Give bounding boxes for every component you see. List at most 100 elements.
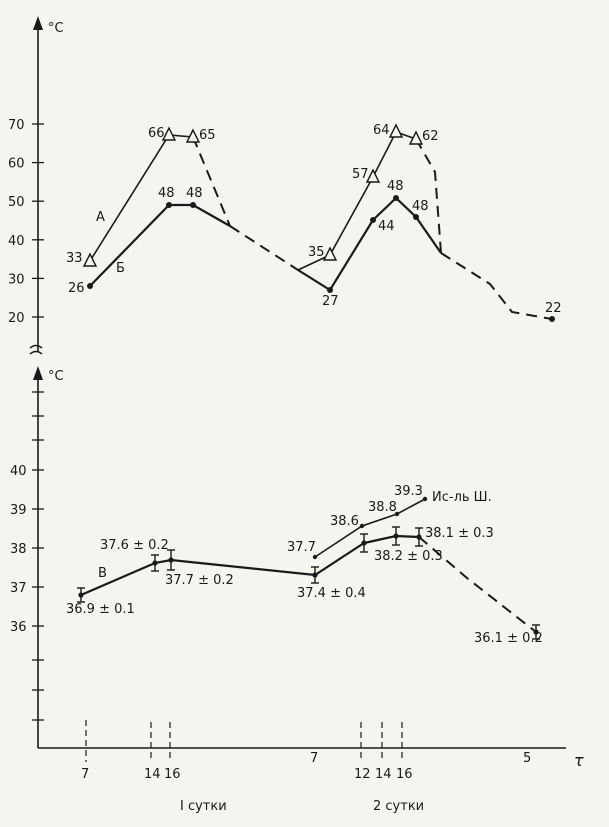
x-tick-label: 16 [396, 767, 413, 782]
series-b-marker [327, 287, 333, 293]
series-b-line-day1 [89, 203, 231, 287]
x-axis-label: τ [574, 751, 584, 770]
lower-y-tick-label: 36 [10, 620, 27, 635]
lower-y-tick-label: 39 [10, 503, 27, 518]
x-tick-label: 7 [310, 751, 318, 766]
day-label-1: I сутки [180, 799, 227, 814]
series-a-marker [388, 123, 404, 138]
label-a-6: 62 [422, 129, 439, 144]
label-v-2: 37.7 ± 0.2 [165, 573, 234, 588]
series-b-dashed-night2 [440, 252, 553, 320]
series-subject-marker [394, 511, 400, 517]
series-v-marker [168, 557, 174, 563]
label-s-2: 38.8 [368, 500, 397, 515]
label-a-5: 64 [373, 123, 390, 138]
series-a-line-day1 [89, 134, 194, 262]
series-b-marker [166, 202, 172, 208]
x-tick-label: 12 [354, 767, 371, 782]
series-subject-line [314, 498, 426, 558]
axis-break-mark [29, 344, 43, 355]
series-b-marker [190, 202, 196, 208]
series-v-marker [78, 592, 84, 598]
label-v-5: 38.1 ± 0.3 [425, 526, 494, 541]
label-a-2: 65 [199, 128, 216, 143]
series-subject-name: Ис-ль Ш. [432, 490, 492, 505]
series-a-marker [185, 128, 201, 143]
label-s-1: 38.6 [330, 514, 359, 529]
series-a-marker [322, 246, 338, 261]
label-b-2: 48 [186, 186, 203, 201]
upper-y-tick-label: 40 [8, 234, 25, 249]
label-a-1: 66 [148, 126, 165, 141]
label-v-4: 38.2 ± 0.3 [374, 549, 443, 564]
label-b-5: 48 [387, 179, 404, 194]
label-v-0: 36.9 ± 0.1 [66, 602, 135, 617]
lower-panel: °C 36 37 38 39 40 τ 7 14 16 7 12 14 16 5 I с… [10, 366, 584, 814]
series-b-marker [370, 217, 376, 223]
series-b-name: Б [116, 261, 125, 276]
series-v-error-bars [77, 526, 540, 640]
series-v-marker [416, 534, 422, 540]
label-s-3: 39.3 [394, 484, 423, 499]
lower-y-tick-label: 40 [10, 464, 27, 479]
label-v-3: 37.4 ± 0.4 [297, 586, 366, 601]
series-v-name: В [98, 566, 107, 581]
series-b-marker [549, 316, 555, 322]
upper-y-tick-label: 20 [8, 311, 25, 326]
label-s-0: 37.7 [287, 540, 316, 555]
day-label-2: 2 сутки [373, 799, 424, 814]
series-subject-marker [312, 554, 318, 560]
series-v-marker [312, 572, 318, 578]
series-subject-marker [359, 523, 365, 529]
upper-y-ticks: 20 30 40 50 60 70 [8, 118, 44, 326]
series-b-marker [87, 283, 93, 289]
lower-y-ticks: 36 37 38 39 40 [10, 391, 44, 721]
x-tick-label: 7 [81, 767, 89, 782]
series-a-marker [161, 126, 177, 141]
series-v-dashed [418, 536, 537, 633]
series-a-marker [365, 168, 381, 183]
label-v-7: 36.1 ± 0.2 [474, 631, 543, 646]
upper-panel: °C 20 30 40 50 60 70 А Б 33 66 65 35 57 64 62… [8, 16, 562, 355]
series-b-dashed-night1 [229, 225, 299, 271]
series-a-name: А [96, 210, 105, 225]
lower-y-tick-label: 37 [10, 581, 27, 596]
upper-y-unit-label: °C [48, 21, 64, 36]
upper-y-tick-label: 50 [8, 195, 25, 210]
series-v-marker [393, 533, 399, 539]
upper-y-tick-label: 30 [8, 272, 25, 287]
series-b-marker [393, 195, 399, 201]
lower-y-unit-label: °C [48, 369, 64, 384]
label-b-0: 26 [68, 281, 85, 296]
series-v-marker [361, 540, 367, 546]
x-tick-label: 14 [144, 767, 161, 782]
label-b-1: 48 [158, 186, 175, 201]
label-v-1: 37.6 ± 0.2 [100, 538, 169, 553]
label-a-4: 57 [352, 167, 369, 182]
label-b-3: 27 [322, 294, 339, 309]
series-v-marker [152, 560, 158, 566]
series-a-marker [82, 252, 98, 267]
label-b-4: 44 [378, 219, 395, 234]
label-b-6: 48 [412, 199, 429, 214]
upper-y-tick-label: 70 [8, 118, 25, 133]
lower-y-axis-arrow [33, 366, 43, 380]
series-v-marker [533, 629, 539, 635]
x-tick-label: 5 [523, 751, 531, 766]
upper-markers [82, 123, 555, 322]
label-a-0: 33 [66, 251, 83, 266]
upper-y-tick-label: 60 [8, 157, 25, 172]
label-b-7: 22 [545, 301, 562, 316]
series-a-marker [408, 130, 424, 145]
series-a-dashed-day2 [415, 138, 442, 254]
series-subject-markers [312, 496, 428, 560]
series-subject-marker [422, 496, 428, 502]
series-b-line-day2 [297, 196, 442, 292]
series-b-marker [413, 214, 419, 220]
lower-y-tick-label: 38 [10, 542, 27, 557]
series-a-dashed-day1 [192, 136, 231, 227]
x-tick-label: 14 [375, 767, 392, 782]
upper-y-axis-arrow [33, 16, 43, 30]
